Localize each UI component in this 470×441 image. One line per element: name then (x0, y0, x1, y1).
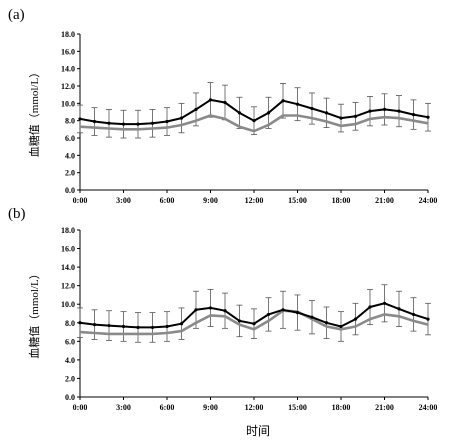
series-line-grey (79, 309, 429, 336)
data-point (353, 114, 358, 118)
y-tick-label: 16.0 (61, 47, 75, 56)
data-point (107, 121, 111, 125)
data-point (165, 119, 169, 124)
data-point (252, 322, 256, 326)
x-tick-label: 18:00 (332, 196, 351, 205)
data-point (397, 109, 401, 113)
panel-label: (b) (8, 206, 26, 222)
panel-label: (a) (8, 7, 25, 23)
y-tick-label: 2.0 (65, 374, 75, 383)
x-tick-label: 3:00 (116, 196, 131, 205)
data-point (426, 115, 430, 119)
data-point (310, 106, 314, 111)
y-tick-label: 10.0 (61, 300, 75, 309)
y-axis-label: 血糖值（mmol/L） (27, 67, 41, 157)
data-point (136, 325, 140, 330)
data-point (266, 111, 271, 115)
data-point (78, 321, 82, 325)
x-tick-label: 18:00 (332, 403, 351, 412)
y-tick-label: 10.0 (61, 99, 75, 108)
y-tick-label: 8.0 (65, 117, 75, 126)
data-point (324, 321, 329, 325)
x-tick-label: 9:00 (203, 403, 218, 412)
y-tick-label: 18.0 (61, 226, 75, 235)
y-tick-label: 14.0 (61, 65, 75, 74)
data-point (339, 324, 343, 329)
data-point (368, 305, 372, 309)
data-point (92, 323, 97, 327)
data-point (107, 323, 111, 328)
data-point (92, 119, 97, 124)
x-tick-label: 6:00 (160, 196, 175, 205)
y-tick-label: 0.0 (65, 186, 75, 195)
y-tick-label: 6.0 (65, 134, 75, 143)
data-point (324, 111, 329, 115)
data-point (368, 109, 372, 113)
x-tick-label: 3:00 (116, 403, 131, 412)
data-point (397, 307, 401, 311)
y-tick-label: 6.0 (65, 337, 75, 346)
data-point (411, 113, 416, 117)
data-point (194, 107, 198, 111)
y-tick-label: 16.0 (61, 245, 75, 254)
data-point (295, 310, 300, 315)
x-tick-label: 24:00 (419, 196, 438, 205)
data-point (223, 100, 227, 105)
x-axis-label: 时间 (246, 424, 270, 438)
y-tick-label: 4.0 (65, 356, 75, 365)
chart-panel-b: (b) 0.0 2.0 4.0 6.0 8.0 10.0 12.0 14.0 16.0 18.0 0:… (8, 206, 437, 438)
data-point (208, 306, 213, 310)
data-point (339, 116, 343, 120)
x-tick-label: 0:00 (73, 196, 88, 205)
data-point (179, 322, 184, 326)
data-point (150, 121, 155, 125)
data-point (194, 308, 198, 312)
data-point (295, 102, 300, 106)
data-point (281, 99, 285, 103)
x-tick-label: 12:00 (245, 403, 264, 412)
chart-panel-a: (a) 0.0 2.0 4.0 6.0 8.0 10.0 12.0 14.0 16.0 18.0 0:… (8, 7, 437, 205)
data-point (179, 116, 184, 120)
y-tick-label: 2.0 (65, 169, 75, 178)
data-point (426, 317, 430, 321)
x-tick-label: 9:00 (203, 196, 218, 205)
x-tick-label: 12:00 (245, 196, 264, 205)
data-point (382, 107, 387, 111)
y-axis-label: 血糖值（mmol/L） (27, 268, 41, 358)
x-tick-label: 21:00 (375, 196, 394, 205)
data-point (310, 315, 314, 319)
y-tick-label: 4.0 (65, 151, 75, 160)
x-tick-label: 0:00 (73, 403, 88, 412)
data-point (136, 122, 140, 126)
data-point (78, 117, 82, 121)
x-tick-label: 15:00 (288, 196, 307, 205)
x-tick-label: 6:00 (160, 403, 175, 412)
y-tick-label: 8.0 (65, 319, 75, 328)
y-tick-label: 0.0 (65, 393, 75, 402)
x-tick-label: 15:00 (288, 403, 307, 412)
x-tick-label: 21:00 (375, 403, 394, 412)
x-tick-label: 24:00 (419, 403, 438, 412)
data-point (208, 98, 213, 102)
data-point (121, 122, 126, 126)
y-tick-label: 14.0 (61, 263, 75, 272)
series-line-grey (79, 114, 429, 133)
data-point (252, 119, 256, 123)
data-point (382, 301, 387, 305)
data-point (237, 319, 242, 323)
y-tick-label: 12.0 (61, 282, 75, 291)
data-point (150, 325, 155, 330)
data-point (266, 312, 271, 317)
data-point (237, 111, 242, 115)
y-tick-label: 12.0 (61, 82, 75, 91)
data-point (121, 324, 126, 329)
data-point (411, 312, 416, 317)
data-point (281, 308, 285, 312)
data-point (223, 309, 227, 313)
data-point (353, 317, 358, 321)
data-point (165, 324, 169, 329)
y-tick-label: 18.0 (61, 30, 75, 39)
